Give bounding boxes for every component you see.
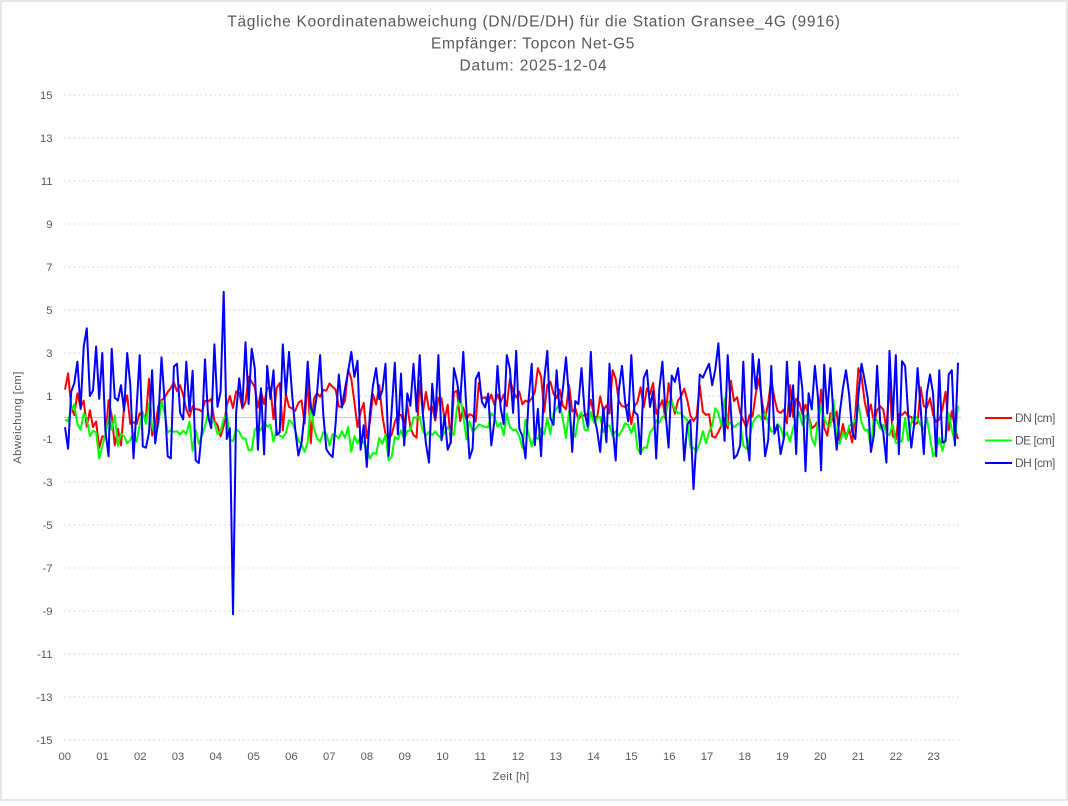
svg-text:00: 00 <box>58 751 71 763</box>
svg-text:DH [cm]: DH [cm] <box>1015 456 1055 470</box>
svg-text:05: 05 <box>247 751 260 763</box>
svg-text:20: 20 <box>814 751 827 763</box>
svg-text:10: 10 <box>436 751 449 763</box>
svg-text:-3: -3 <box>42 477 52 489</box>
svg-text:01: 01 <box>96 751 109 763</box>
svg-text:09: 09 <box>398 751 411 763</box>
svg-text:04: 04 <box>210 751 223 763</box>
svg-text:03: 03 <box>172 751 185 763</box>
svg-text:13: 13 <box>40 133 53 145</box>
svg-text:11: 11 <box>474 751 486 763</box>
svg-text:3: 3 <box>46 348 52 360</box>
svg-text:12: 12 <box>512 751 525 763</box>
svg-text:-1: -1 <box>42 434 52 446</box>
svg-text:5: 5 <box>46 305 52 317</box>
svg-text:15: 15 <box>40 90 53 102</box>
svg-text:1: 1 <box>46 391 52 403</box>
svg-text:-13: -13 <box>36 692 52 704</box>
svg-text:13: 13 <box>550 751 563 763</box>
svg-text:DE [cm]: DE [cm] <box>1015 434 1054 448</box>
svg-text:Empfänger: Topcon Net-G5: Empfänger: Topcon Net-G5 <box>431 36 635 53</box>
svg-text:-15: -15 <box>36 735 52 747</box>
svg-text:06: 06 <box>285 751 298 763</box>
svg-text:23: 23 <box>927 751 940 763</box>
svg-text:14: 14 <box>587 751 600 763</box>
svg-text:22: 22 <box>890 751 903 763</box>
svg-text:DN [cm]: DN [cm] <box>1015 411 1055 425</box>
svg-text:17: 17 <box>701 751 714 763</box>
svg-text:08: 08 <box>361 751 374 763</box>
svg-text:-11: -11 <box>37 649 52 661</box>
svg-text:7: 7 <box>46 262 52 274</box>
svg-text:19: 19 <box>776 751 789 763</box>
svg-text:Zeit [h]: Zeit [h] <box>493 771 530 783</box>
svg-text:-7: -7 <box>42 563 52 575</box>
svg-text:07: 07 <box>323 751 336 763</box>
svg-text:21: 21 <box>852 751 865 763</box>
svg-text:9: 9 <box>46 219 52 231</box>
svg-text:15: 15 <box>625 751 638 763</box>
svg-text:02: 02 <box>134 751 147 763</box>
svg-text:Abweichung [cm]: Abweichung [cm] <box>12 371 24 464</box>
svg-text:Tägliche Koordinatenabweichung: Tägliche Koordinatenabweichung (DN/DE/DH… <box>227 14 840 31</box>
svg-text:16: 16 <box>663 751 676 763</box>
svg-text:11: 11 <box>41 176 53 188</box>
svg-text:-5: -5 <box>42 520 52 532</box>
svg-text:18: 18 <box>738 751 751 763</box>
svg-text:-9: -9 <box>42 606 52 618</box>
svg-text:Datum: 2025-12-04: Datum: 2025-12-04 <box>459 58 607 75</box>
